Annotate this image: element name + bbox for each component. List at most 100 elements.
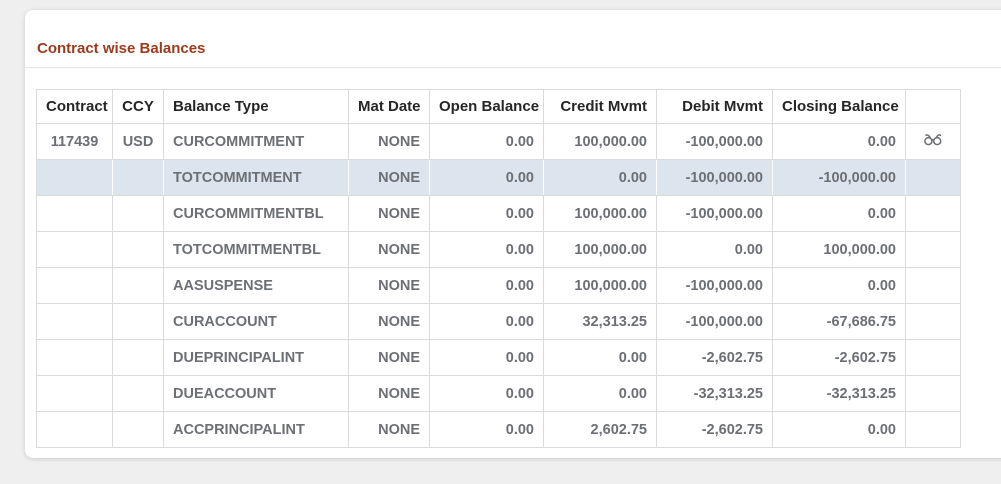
cell-credit_mvmt: 100,000.00 [543,195,657,232]
cell-actions [905,303,961,340]
table-row[interactable]: TOTCOMMITMENT NONE 0.00 0.00 -100,000.00 -100… [36,159,961,196]
cell-credit_mvmt: 100,000.00 [543,123,657,160]
cell-mat_date: NONE [348,411,430,448]
cell-closing_balance: 100,000.00 [772,231,906,268]
card-title: Contract wise Balances [37,40,206,57]
cell-ccy [112,159,164,196]
cell-contract [36,411,113,448]
cell-ccy [112,267,164,304]
table-row[interactable]: ACCPRINCIPALINT NONE 0.00 2,602.75 -2,602.75… [36,411,961,448]
cell-open_balance: 0.00 [429,231,544,268]
cell-open_balance: 0.00 [429,411,544,448]
table-row[interactable]: DUEACCOUNT NONE 0.00 0.00 -32,313.25 -32,313.… [36,375,961,412]
cell-actions [905,231,961,268]
cell-credit_mvmt: 0.00 [543,339,657,376]
col-header-open_balance: Open Balance [429,89,544,124]
col-header-actions [905,89,961,124]
balances-table-wrap: Contract CCY Balance Type Mat Date Open Bala… [25,68,1001,448]
contract-balances-card: Contract wise Balances Contract CCY Balanc… [25,10,1001,458]
cell-open_balance: 0.00 [429,267,544,304]
cell-debit_mvmt: -100,000.00 [656,303,773,340]
table-row[interactable]: CURCOMMITMENTBL NONE 0.00 100,000.00 -100,00… [36,195,961,232]
cell-debit_mvmt: -2,602.75 [656,411,773,448]
cell-credit_mvmt: 2,602.75 [543,411,657,448]
cell-balance_type: DUEPRINCIPALINT [163,339,349,376]
col-header-mat_date: Mat Date [348,89,430,124]
cell-closing_balance: -100,000.00 [772,159,906,196]
card-header: Contract wise Balances [25,10,1001,68]
cell-contract [36,231,113,268]
cell-mat_date: NONE [348,375,430,412]
table-row[interactable]: CURACCOUNT NONE 0.00 32,313.25 -100,000.00 -6… [36,303,961,340]
cell-closing_balance: -67,686.75 [772,303,906,340]
cell-closing_balance: 0.00 [772,411,906,448]
cell-balance_type: ACCPRINCIPALINT [163,411,349,448]
cell-debit_mvmt: -100,000.00 [656,123,773,160]
cell-open_balance: 0.00 [429,195,544,232]
balances-table: Contract CCY Balance Type Mat Date Open Bala… [36,89,961,448]
cell-open_balance: 0.00 [429,339,544,376]
cell-balance_type: TOTCOMMITMENT [163,159,349,196]
eyeglasses-icon[interactable] [923,133,943,146]
cell-actions [905,411,961,448]
cell-balance_type: CURCOMMITMENTBL [163,195,349,232]
cell-contract: 117439 [36,123,113,160]
table-row[interactable]: TOTCOMMITMENTBL NONE 0.00 100,000.00 0.00 100… [36,231,961,268]
cell-closing_balance: 0.00 [772,123,906,160]
cell-closing_balance: 0.00 [772,267,906,304]
cell-credit_mvmt: 100,000.00 [543,231,657,268]
table-row[interactable]: AASUSPENSE NONE 0.00 100,000.00 -100,000.00 0… [36,267,961,304]
cell-balance_type: CURCOMMITMENT [163,123,349,160]
col-header-contract: Contract [36,89,113,124]
cell-debit_mvmt: -32,313.25 [656,375,773,412]
cell-balance_type: AASUSPENSE [163,267,349,304]
cell-mat_date: NONE [348,267,430,304]
cell-contract [36,375,113,412]
cell-ccy [112,231,164,268]
cell-credit_mvmt: 0.00 [543,159,657,196]
col-header-debit_mvmt: Debit Mvmt [656,89,773,124]
cell-ccy [112,411,164,448]
cell-debit_mvmt: -100,000.00 [656,267,773,304]
cell-debit_mvmt: -2,602.75 [656,339,773,376]
cell-open_balance: 0.00 [429,159,544,196]
cell-debit_mvmt: -100,000.00 [656,195,773,232]
cell-closing_balance: -2,602.75 [772,339,906,376]
cell-actions [905,339,961,376]
cell-closing_balance: 0.00 [772,195,906,232]
cell-ccy [112,339,164,376]
col-header-closing_balance: Closing Balance [772,89,906,124]
cell-actions [905,195,961,232]
cell-actions [905,267,961,304]
col-header-credit_mvmt: Credit Mvmt [543,89,657,124]
cell-mat_date: NONE [348,159,430,196]
cell-credit_mvmt: 0.00 [543,375,657,412]
cell-contract [36,267,113,304]
cell-mat_date: NONE [348,195,430,232]
table-row[interactable]: 117439 USD CURCOMMITMENT NONE 0.00 100,000.00… [36,123,961,160]
cell-open_balance: 0.00 [429,123,544,160]
cell-balance_type: DUEACCOUNT [163,375,349,412]
cell-closing_balance: -32,313.25 [772,375,906,412]
cell-debit_mvmt: -100,000.00 [656,159,773,196]
cell-contract [36,303,113,340]
cell-ccy [112,195,164,232]
cell-contract [36,195,113,232]
cell-contract [36,159,113,196]
cell-actions [905,159,961,196]
cell-mat_date: NONE [348,231,430,268]
cell-balance_type: CURACCOUNT [163,303,349,340]
table-header-row: Contract CCY Balance Type Mat Date Open Bala… [36,89,961,124]
cell-debit_mvmt: 0.00 [656,231,773,268]
cell-actions [905,375,961,412]
cell-balance_type: TOTCOMMITMENTBL [163,231,349,268]
cell-ccy [112,303,164,340]
table-row[interactable]: DUEPRINCIPALINT NONE 0.00 0.00 -2,602.75 -2,6… [36,339,961,376]
cell-actions[interactable] [905,123,961,160]
cell-credit_mvmt: 100,000.00 [543,267,657,304]
cell-mat_date: NONE [348,303,430,340]
cell-open_balance: 0.00 [429,375,544,412]
cell-ccy [112,375,164,412]
cell-mat_date: NONE [348,339,430,376]
cell-contract [36,339,113,376]
